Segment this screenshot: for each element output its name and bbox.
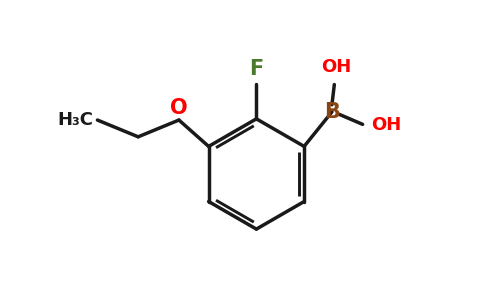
Text: OH: OH [321,58,352,76]
Text: H₃C: H₃C [58,111,93,129]
Text: F: F [249,58,263,79]
Text: O: O [170,98,188,118]
Text: OH: OH [371,116,402,134]
Text: B: B [324,102,340,122]
